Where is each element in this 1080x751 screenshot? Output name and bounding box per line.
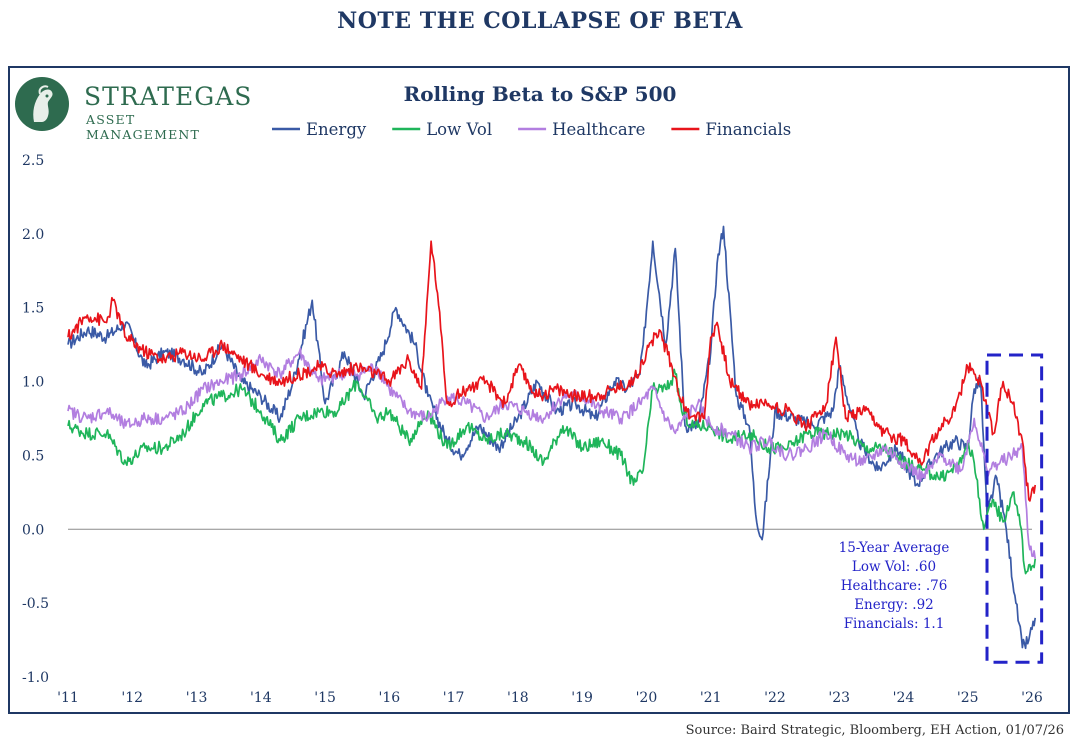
page-heading: NOTE THE COLLAPSE OF BETA — [337, 8, 743, 34]
series-line-low-vol — [67, 368, 1037, 575]
legend: Energy Low Vol Healthcare Financials — [272, 120, 791, 139]
x-tick-label: '13 — [186, 690, 208, 706]
chart-frame — [8, 66, 1070, 714]
series-line-healthcare — [67, 347, 1037, 559]
brand-block: STRATEGAS ASSET MANAGEMENT — [14, 76, 254, 142]
brand-name: STRATEGAS — [84, 82, 253, 111]
y-tick-label: 0.5 — [22, 448, 44, 464]
x-tick-label: '20 — [636, 690, 658, 706]
annotation-line: Healthcare: .76 — [841, 578, 948, 594]
series-group — [67, 225, 1037, 650]
x-tick-label: '25 — [957, 690, 979, 706]
chart-title: Rolling Beta to S&P 500 — [404, 82, 677, 106]
x-tick-label: '19 — [571, 690, 593, 706]
brand-subtitle: ASSET MANAGEMENT — [86, 112, 201, 142]
legend-label: Energy — [306, 120, 367, 139]
legend-label: Healthcare — [552, 120, 645, 139]
annotation-line: Energy: .92 — [854, 597, 934, 613]
average-annotation: 15-Year Average Low Vol: .60 Healthcare: .… — [839, 540, 950, 632]
x-tick-label: '24 — [893, 690, 915, 706]
y-tick-label: -1.0 — [22, 670, 49, 686]
x-tick-label: '17 — [443, 690, 465, 706]
x-tick-label: '11 — [57, 690, 79, 706]
y-tick-label: 1.0 — [22, 375, 44, 391]
x-tick-label: '16 — [378, 690, 400, 706]
legend-label: Financials — [705, 120, 791, 139]
y-tick-label: 1.5 — [22, 301, 44, 317]
y-tick-label: 2.0 — [22, 227, 44, 243]
y-tick-label: 0.0 — [22, 522, 44, 538]
y-axis: 2.5 2.0 1.5 1.0 0.5 0.0 -0.5 -1.0 — [22, 153, 49, 686]
series-line-financials — [67, 240, 1037, 502]
source-note: Source: Baird Strategic, Bloomberg, EH A… — [685, 723, 1064, 738]
x-tick-label: '23 — [828, 690, 850, 706]
x-tick-label: '26 — [1021, 690, 1043, 706]
highlight-box — [985, 353, 1044, 664]
x-tick-label: '12 — [121, 690, 143, 706]
x-tick-label: '22 — [764, 690, 786, 706]
x-tick-label: '21 — [700, 690, 722, 706]
strategas-logo-icon — [15, 77, 69, 131]
y-tick-label: -0.5 — [22, 596, 49, 612]
y-tick-label: 2.5 — [22, 153, 44, 169]
x-axis: '11 '12 '13 '14 '15 '16 '17 '18 '19 '20 '21 '22 '23 '… — [57, 690, 1043, 706]
x-tick-label: '15 — [314, 690, 336, 706]
series-line-energy — [67, 225, 1037, 650]
x-tick-label: '18 — [507, 690, 529, 706]
annotation-line: Low Vol: .60 — [852, 559, 936, 575]
annotation-line: Financials: 1.1 — [844, 616, 945, 632]
legend-label: Low Vol — [426, 120, 492, 139]
annotation-line: 15-Year Average — [839, 540, 950, 556]
x-tick-label: '14 — [250, 690, 272, 706]
